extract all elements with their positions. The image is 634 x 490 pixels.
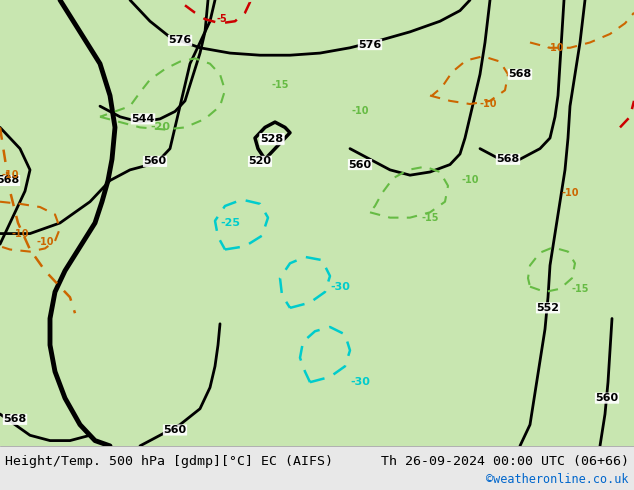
Text: ©weatheronline.co.uk: ©weatheronline.co.uk <box>486 473 629 487</box>
Text: 560: 560 <box>595 393 619 403</box>
Text: 568: 568 <box>496 154 520 164</box>
Text: 568: 568 <box>0 175 20 186</box>
Text: -15: -15 <box>271 80 288 90</box>
Text: 552: 552 <box>536 303 559 313</box>
Text: -10: -10 <box>561 188 579 198</box>
Text: -10: -10 <box>1 170 19 180</box>
Text: -15: -15 <box>572 284 590 294</box>
Text: 576: 576 <box>358 40 382 49</box>
Text: -5: -5 <box>217 14 228 24</box>
Text: 560: 560 <box>143 156 167 167</box>
Text: -10: -10 <box>547 43 564 53</box>
Text: -10: -10 <box>462 175 479 186</box>
Text: -30: -30 <box>330 282 350 292</box>
Text: 568: 568 <box>3 415 27 424</box>
Text: 528: 528 <box>261 134 283 144</box>
Ellipse shape <box>250 32 370 96</box>
Text: 544: 544 <box>131 114 155 124</box>
Text: 568: 568 <box>508 69 532 79</box>
Text: -10: -10 <box>351 106 369 117</box>
Text: -30: -30 <box>350 377 370 387</box>
Text: 576: 576 <box>169 35 191 46</box>
Text: Th 26-09-2024 00:00 UTC (06+66): Th 26-09-2024 00:00 UTC (06+66) <box>381 455 629 468</box>
Text: -10: -10 <box>36 237 54 247</box>
Text: -10: -10 <box>11 228 29 239</box>
Text: 560: 560 <box>349 160 372 170</box>
Text: Height/Temp. 500 hPa [gdmp][°C] EC (AIFS): Height/Temp. 500 hPa [gdmp][°C] EC (AIFS… <box>5 455 333 468</box>
Text: -20: -20 <box>150 122 170 132</box>
Text: 52β: 52β <box>261 134 283 144</box>
Ellipse shape <box>160 11 240 53</box>
Text: -10: -10 <box>479 99 497 109</box>
Text: -25: -25 <box>220 218 240 228</box>
Text: -15: -15 <box>421 213 439 222</box>
Text: 560: 560 <box>164 425 186 435</box>
Text: 520: 520 <box>249 156 271 167</box>
